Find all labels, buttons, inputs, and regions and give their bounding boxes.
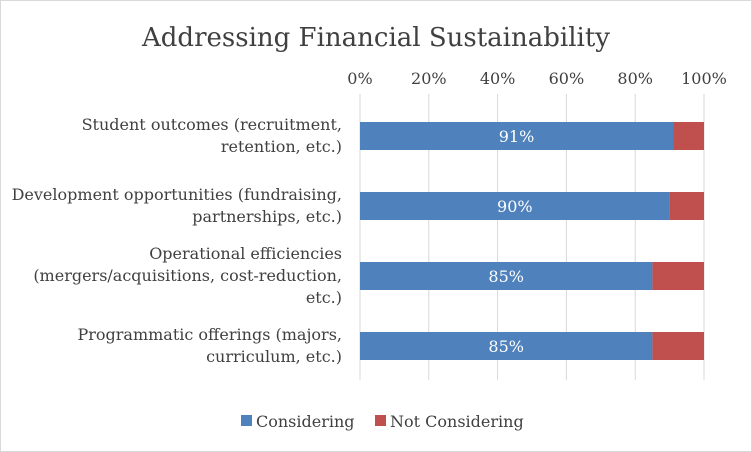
x-tick-label: 60%: [549, 69, 585, 88]
category-labels: Student outcomes (recruitment, retention,…: [12, 115, 342, 366]
bar-not-considering: [669, 192, 704, 220]
category-label-line: etc.): [306, 288, 342, 307]
data-labels: 91% 90% 85% 85%: [488, 127, 534, 356]
category-label-line: Student outcomes (recruitment,: [82, 115, 342, 134]
category-label-line: Operational efficiencies: [149, 244, 342, 263]
data-label: 85%: [488, 267, 524, 286]
category-label: Programmatic offerings (majors, curriculu…: [77, 325, 342, 366]
legend: Considering Not Considering: [241, 412, 524, 431]
x-tick-label: 80%: [617, 69, 653, 88]
legend-swatch-not-considering: [375, 415, 386, 426]
x-tick-label: 40%: [480, 69, 516, 88]
bar-considering: [360, 262, 653, 290]
data-label: 90%: [497, 197, 533, 216]
legend-label: Considering: [256, 412, 355, 431]
bar-not-considering: [652, 332, 704, 360]
x-tick-label: 100%: [681, 69, 727, 88]
data-label: 85%: [488, 337, 524, 356]
bar-considering: [360, 192, 670, 220]
category-label-line: Programmatic offerings (majors,: [77, 325, 342, 344]
category-label-line: retention, etc.): [221, 137, 342, 156]
bar-considering: [360, 332, 653, 360]
bar-not-considering: [652, 262, 704, 290]
chart-title: Addressing Financial Sustainability: [141, 23, 610, 53]
category-label: Student outcomes (recruitment, retention,…: [82, 115, 342, 156]
category-label-line: Development opportunities (fundraising,: [12, 185, 342, 204]
x-tick-label: 20%: [411, 69, 447, 88]
x-tick-label: 0%: [347, 69, 372, 88]
x-axis-ticks: 0% 20% 40% 60% 80% 100%: [347, 69, 727, 88]
category-label-line: (mergers/acquisitions, cost-reduction,: [33, 266, 342, 285]
data-label: 91%: [499, 127, 535, 146]
bar-considering: [360, 122, 674, 150]
category-label: Operational efficiencies (mergers/acquisi…: [33, 244, 342, 307]
category-label-line: partnerships, etc.): [192, 207, 342, 226]
legend-label: Not Considering: [390, 412, 524, 431]
category-label-line: curriculum, etc.): [206, 347, 342, 366]
bars: [360, 122, 704, 360]
category-label: Development opportunities (fundraising, p…: [12, 185, 342, 226]
bar-not-considering: [673, 122, 704, 150]
legend-swatch-considering: [241, 415, 252, 426]
